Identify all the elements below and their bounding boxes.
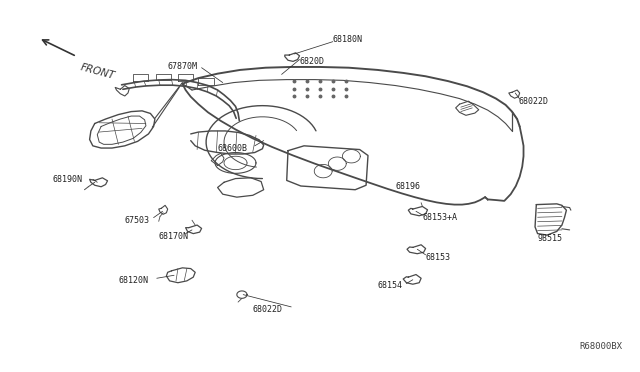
Text: 68153: 68153 — [426, 253, 451, 262]
Text: 68196: 68196 — [396, 182, 420, 191]
Text: 68154: 68154 — [378, 281, 403, 290]
Text: 98515: 98515 — [538, 234, 563, 243]
Text: 68120N: 68120N — [118, 276, 148, 285]
Text: 67870M: 67870M — [168, 62, 198, 71]
Text: R68000BX: R68000BX — [579, 342, 622, 351]
Text: 68190N: 68190N — [52, 175, 83, 184]
Text: 68153+A: 68153+A — [422, 213, 458, 222]
Text: 68600B: 68600B — [218, 144, 248, 153]
Text: 68022D: 68022D — [253, 305, 283, 314]
Text: 68170N: 68170N — [159, 232, 189, 241]
Text: FRONT: FRONT — [79, 62, 116, 81]
Text: 67503: 67503 — [125, 216, 150, 225]
Text: 68180N: 68180N — [333, 35, 363, 44]
Text: 6820D: 6820D — [300, 57, 324, 66]
Text: 68022D: 68022D — [518, 97, 548, 106]
